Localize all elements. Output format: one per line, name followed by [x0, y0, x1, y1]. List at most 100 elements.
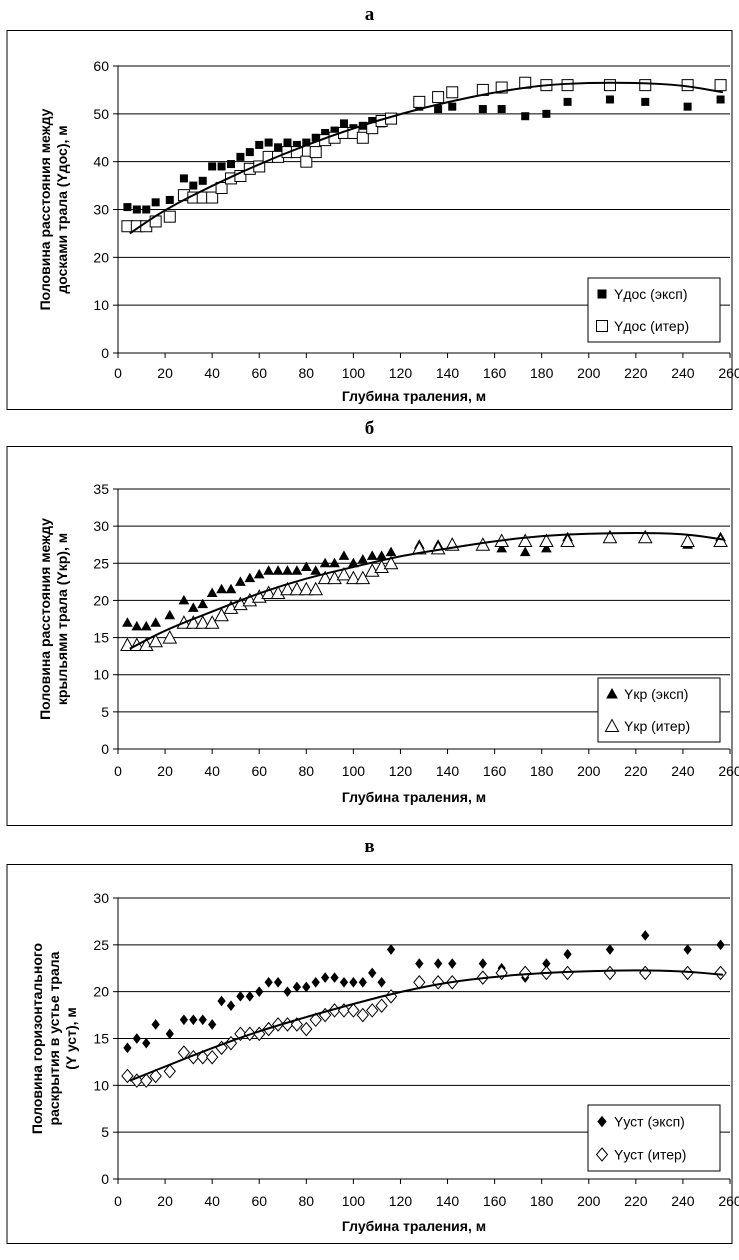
data-point: [165, 195, 174, 204]
legend-marker: [597, 289, 607, 299]
data-point: [300, 1021, 313, 1037]
data-point: [521, 112, 530, 121]
data-point: [683, 944, 692, 955]
data-point: [178, 594, 190, 605]
data-point: [179, 174, 188, 183]
data-point: [216, 583, 227, 594]
y-tick-label: 30: [93, 890, 109, 906]
data-point: [310, 565, 322, 575]
x-tick-label: 220: [624, 365, 648, 381]
data-point: [205, 1049, 219, 1065]
legend-label: Yдос (итер): [614, 318, 689, 334]
x-tick-label: 40: [204, 365, 220, 381]
series-calculated: [121, 76, 727, 233]
x-tick-label: 260: [718, 763, 739, 779]
x-tick-label: 180: [530, 1193, 554, 1209]
data-point: [302, 981, 311, 993]
y-tick-label: 40: [93, 154, 109, 170]
trend-line: [129, 81, 724, 235]
data-point: [356, 131, 369, 144]
y-tick-label: 25: [93, 555, 109, 571]
y-axis-label: Половина горизонтального: [29, 943, 45, 1134]
legend-marker: [604, 718, 620, 732]
y-tick-label: 30: [93, 202, 109, 218]
data-point: [198, 176, 207, 185]
series-calculated: [120, 529, 728, 651]
data-point: [163, 1064, 176, 1079]
data-point: [368, 967, 377, 979]
data-point: [204, 615, 220, 629]
data-point: [280, 581, 295, 596]
trend-line: [129, 969, 724, 1082]
data-point: [163, 210, 176, 223]
data-point: [264, 138, 273, 147]
series-experimental: [122, 531, 726, 631]
data-point: [680, 533, 695, 547]
x-tick-label: 60: [251, 1193, 267, 1209]
x-tick-label: 200: [577, 1193, 601, 1209]
data-point: [245, 148, 254, 157]
x-tick-label: 120: [389, 1193, 413, 1209]
x-tick-label: 160: [483, 1193, 507, 1209]
data-point: [336, 566, 352, 581]
legend-marker: [606, 687, 618, 699]
y-tick-label: 35: [93, 481, 109, 497]
legend-marker: [595, 1147, 609, 1162]
x-tick-label: 20: [157, 365, 173, 381]
legend-box: [587, 277, 721, 343]
data-point: [563, 948, 572, 960]
x-tick-label: 100: [342, 763, 366, 779]
x-tick-label: 140: [436, 763, 460, 779]
data-point: [149, 1068, 162, 1084]
data-point: [338, 550, 350, 560]
data-point: [641, 930, 650, 941]
legend-label: Yуст (итер): [614, 1147, 686, 1163]
x-tick-label: 160: [483, 763, 507, 779]
x-tick-label: 80: [299, 763, 315, 779]
x-tick-label: 260: [718, 365, 739, 381]
chart-frame: [6, 864, 733, 1244]
data-point: [132, 1033, 141, 1044]
data-point: [226, 1000, 236, 1012]
x-tick-label: 140: [436, 365, 460, 381]
y-axis-label: раскрытия в устье трала: [46, 951, 62, 1125]
data-point: [366, 550, 378, 560]
data-point: [364, 563, 380, 577]
data-point: [495, 81, 508, 94]
y-tick-label: 10: [93, 297, 109, 313]
legend-label: Yдос (эксп): [614, 286, 688, 302]
x-tick-label: 100: [342, 1193, 366, 1209]
x-tick-label: 240: [671, 1193, 695, 1209]
data-point: [639, 79, 652, 92]
data-point: [253, 568, 265, 579]
data-point: [347, 1003, 360, 1018]
y-tick-label: 50: [93, 106, 109, 122]
y-tick-label: 20: [93, 249, 109, 265]
data-point: [251, 589, 267, 603]
data-point: [339, 119, 348, 128]
data-point: [123, 1042, 132, 1054]
data-point: [142, 1037, 151, 1049]
data-point: [189, 1014, 198, 1026]
data-point: [603, 79, 616, 92]
data-point: [185, 615, 201, 629]
data-point: [637, 529, 653, 544]
data-point: [448, 958, 457, 969]
data-point: [346, 570, 361, 585]
data-point: [206, 587, 218, 597]
chart-frame: [6, 446, 733, 826]
data-point: [208, 162, 217, 171]
x-tick-label: 120: [389, 763, 413, 779]
data-point: [208, 1019, 217, 1030]
x-tick-label: 60: [251, 365, 267, 381]
panel-b-letter: б: [364, 418, 375, 439]
x-tick-label: 0: [114, 763, 122, 779]
data-point: [561, 79, 574, 92]
trend-line: [129, 532, 724, 650]
data-point: [132, 205, 141, 214]
x-tick-label: 240: [671, 365, 695, 381]
data-point: [131, 620, 143, 631]
x-tick-label: 40: [204, 763, 220, 779]
data-point: [478, 958, 487, 969]
data-point: [413, 95, 426, 108]
